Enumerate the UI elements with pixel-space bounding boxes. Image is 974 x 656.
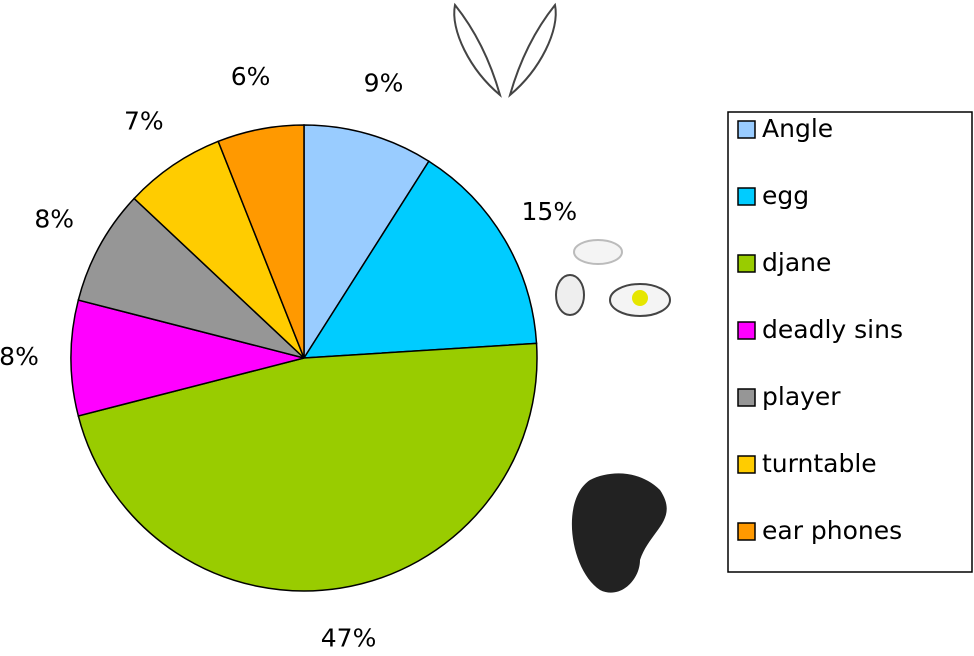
egg-icon (556, 275, 584, 315)
yolk-icon (632, 290, 648, 306)
legend-label: Angle (762, 114, 833, 143)
legend-swatch (738, 523, 755, 540)
chart: 9% 15% 47% 8% 8% 7% 6% Angle egg djane deadly sin… (0, 0, 974, 656)
data-label: 15% (522, 197, 578, 226)
legend-label: turntable (762, 449, 877, 478)
speech-icon (574, 240, 622, 264)
data-label: 7% (124, 106, 164, 135)
data-label: 8% (0, 342, 39, 371)
legend-swatch (738, 255, 755, 272)
legend-label: deadly sins (762, 315, 903, 344)
face-icon (572, 473, 667, 592)
legend-swatch (738, 456, 755, 473)
data-label: 6% (231, 62, 271, 91)
wing-right (510, 5, 556, 95)
legend-label: ear phones (762, 516, 902, 545)
legend-label: player (762, 382, 841, 411)
legend-label: egg (762, 181, 809, 210)
data-label: 47% (321, 623, 377, 652)
legend-swatch (738, 188, 755, 205)
legend-swatch (738, 322, 755, 339)
legend-label: djane (762, 248, 831, 277)
data-label: 9% (364, 68, 404, 97)
data-label: 8% (34, 205, 74, 234)
pie: 9% 15% 47% 8% 8% 7% 6% (0, 62, 577, 652)
legend-swatch (738, 389, 755, 406)
wing-left (454, 5, 500, 95)
legend-swatch (738, 121, 755, 138)
